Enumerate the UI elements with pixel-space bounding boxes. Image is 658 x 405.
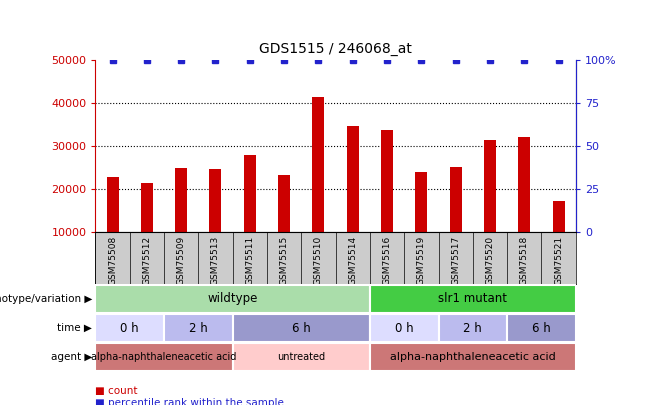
Bar [233,343,370,371]
Bar [370,314,438,342]
Text: 6 h: 6 h [532,322,551,335]
Bar [233,314,370,342]
Text: GSM75518: GSM75518 [520,236,529,285]
Bar [519,137,530,275]
Bar [370,285,576,313]
Text: genotype/variation ▶: genotype/variation ▶ [0,294,92,304]
Text: GSM75514: GSM75514 [348,236,357,285]
Bar [95,314,164,342]
Bar [438,314,507,342]
Text: GSM75516: GSM75516 [382,236,392,285]
Bar [278,175,290,275]
Bar [415,172,427,275]
Bar [313,98,324,275]
Bar [95,343,233,371]
Bar [175,168,187,275]
Bar [484,140,496,275]
Text: GSM75513: GSM75513 [211,236,220,285]
Text: wildtype: wildtype [207,292,258,305]
Text: 6 h: 6 h [292,322,311,335]
Text: GSM75508: GSM75508 [108,236,117,285]
Bar [381,130,393,275]
Text: alpha-naphthaleneacetic acid: alpha-naphthaleneacetic acid [91,352,237,362]
Text: GSM75509: GSM75509 [177,236,186,285]
Text: 0 h: 0 h [395,322,413,335]
Text: 0 h: 0 h [120,322,139,335]
Text: GSM75515: GSM75515 [280,236,289,285]
Bar [244,155,256,275]
Text: GSM75512: GSM75512 [142,236,151,285]
Text: 2 h: 2 h [463,322,482,335]
Bar [141,183,153,275]
Title: GDS1515 / 246068_at: GDS1515 / 246068_at [259,42,412,56]
Bar [553,201,565,275]
Text: GSM75521: GSM75521 [554,236,563,285]
Bar [370,343,576,371]
Bar [107,177,118,275]
Bar [209,169,222,275]
Text: slr1 mutant: slr1 mutant [438,292,507,305]
Text: ■ percentile rank within the sample: ■ percentile rank within the sample [95,398,284,405]
Text: 2 h: 2 h [189,322,208,335]
Text: untreated: untreated [277,352,325,362]
Text: alpha-naphthaleneacetic acid: alpha-naphthaleneacetic acid [390,352,556,362]
Text: GSM75511: GSM75511 [245,236,254,285]
Text: ■ count: ■ count [95,386,138,396]
Text: agent ▶: agent ▶ [51,352,92,362]
Text: GSM75519: GSM75519 [417,236,426,285]
Text: GSM75517: GSM75517 [451,236,460,285]
Text: GSM75520: GSM75520 [486,236,494,285]
Bar [347,126,359,275]
Bar [507,314,576,342]
Bar [164,314,233,342]
Text: time ▶: time ▶ [57,323,92,333]
Bar [95,285,370,313]
Bar [449,167,462,275]
Text: GSM75510: GSM75510 [314,236,323,285]
